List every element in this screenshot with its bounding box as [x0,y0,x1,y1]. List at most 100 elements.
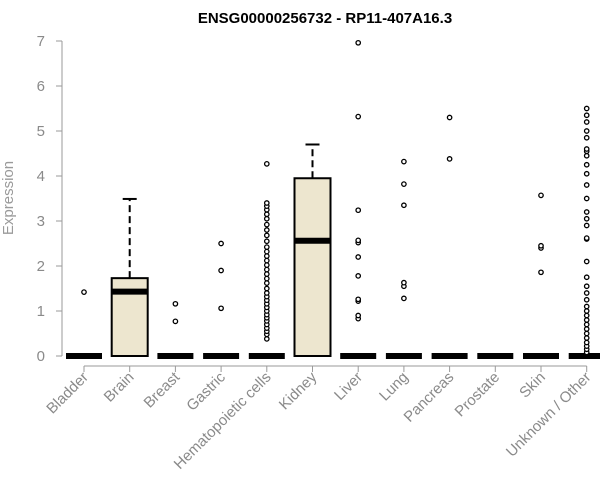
outlier-point [583,128,590,134]
outlier-point [583,274,590,281]
outlier-point [401,295,407,302]
outlier-point [583,152,590,159]
outlier-point [263,238,270,245]
outlier-point [583,335,590,341]
outlier-point [583,170,590,177]
chart-title: ENSG00000256732 - RP11-407A16.3 [198,10,452,27]
x-tick-label: Pancreas [401,369,458,426]
x-tick-label: Prostate [452,369,504,421]
x-tick-label: Liver [331,369,366,404]
y-axis: 0 1 2 3 4 5 6 7 [37,33,63,365]
outlier-point [263,336,270,342]
outlier-point [538,192,544,199]
outlier-point [583,235,590,241]
y-tick-label: 4 [37,168,45,185]
outlier-point [218,305,224,312]
outlier-point [583,222,590,229]
outlier-point [583,182,590,188]
x-tick-label: Lung [376,369,412,405]
box-group [157,300,194,359]
outlier-point [583,195,590,202]
outlier-point [401,202,407,209]
box-group [431,114,468,359]
box-group [340,39,377,359]
outlier-point [218,240,224,247]
box-group [293,143,332,357]
outlier-point [401,279,407,286]
outlier-point [355,312,362,319]
outlier-point [583,112,590,119]
y-tick-label: 2 [37,258,45,275]
outlier-point [263,200,270,206]
y-tick-label: 3 [37,213,45,230]
outlier-point [263,266,270,273]
outlier-point [355,207,362,214]
outlier-point [446,156,453,162]
outlier-point [263,285,270,292]
outlier-point [583,321,590,328]
y-tick-label: 0 [37,348,45,365]
x-tick-label: Bladder [43,369,92,418]
x-tick-label: Breast [141,368,184,411]
outlier-point [263,221,270,228]
box-group [110,197,149,357]
outlier-point [355,273,362,279]
outlier-point [583,283,590,290]
outlier-point [263,257,270,264]
outlier-point [81,289,87,295]
outlier-point [355,39,362,46]
outlier-point [583,290,590,296]
outlier-point [583,258,590,265]
outlier-point [401,181,407,187]
outlier-point [583,303,590,310]
box-body [293,177,332,357]
outlier-point [583,215,590,222]
outlier-point [263,275,270,282]
outlier-point [583,312,590,319]
outlier-point [355,113,362,120]
outlier-point [583,308,590,314]
outlier-point [263,280,270,286]
outlier-point [172,300,179,307]
outlier-point [583,317,590,323]
outlier-point [263,227,270,233]
outlier-point [263,253,270,259]
outlier-point [172,318,179,325]
outlier-point [583,339,590,346]
x-tick-label: Brain [101,369,138,406]
outlier-point [583,119,590,125]
outlier-point [218,267,224,274]
y-tick-label: 7 [37,33,45,50]
outlier-point [263,271,270,277]
outlier-point [263,211,270,218]
box-group [248,161,285,359]
outlier-point [446,114,453,121]
x-tick-label: Skin [516,369,549,402]
outlier-point [401,158,407,165]
outlier-point [583,209,590,215]
outlier-point [355,296,362,303]
box-group [568,105,600,359]
boxes [66,39,600,359]
outlier-point [263,215,270,222]
box-group [66,289,102,359]
outlier-point [583,134,590,141]
outlier-point [583,330,590,337]
outlier-point [538,242,544,249]
outlier-point [583,326,590,332]
y-tick-label: 6 [37,78,45,95]
outlier-point [263,232,270,239]
outlier-point [355,237,362,244]
y-axis-label: Expression [0,161,17,235]
outlier-point [263,262,270,268]
x-tick-label: Kidney [276,368,321,413]
box-group [385,158,422,359]
x-tick-label: Unknown / Other [503,369,595,461]
outlier-point [583,161,590,168]
outlier-point [263,248,270,255]
outlier-point [263,161,270,167]
x-tick-label: Gastric [183,368,229,414]
outlier-point [263,244,270,250]
box-group [203,240,240,359]
